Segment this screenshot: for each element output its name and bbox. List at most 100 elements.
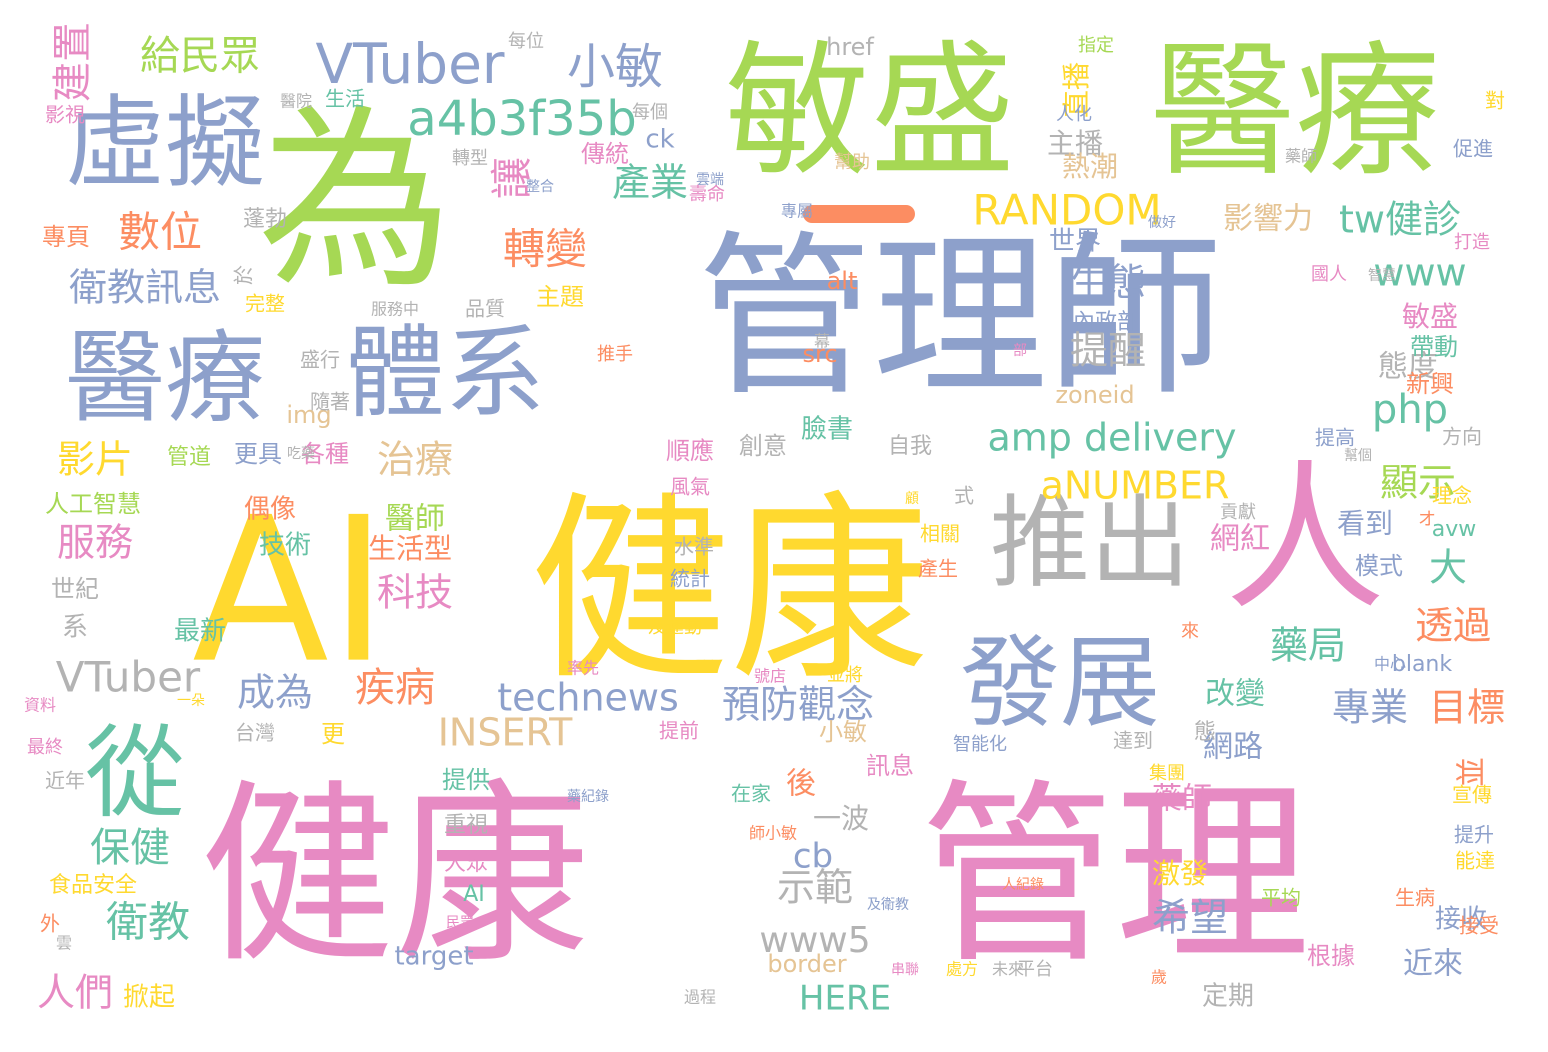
- word-161: 醫院: [280, 92, 312, 111]
- word-1: 健康: [200, 762, 590, 989]
- word-99: 各種: [301, 440, 349, 468]
- word-119: 於: [232, 265, 256, 285]
- word-105: 大眾: [444, 851, 488, 876]
- word-168: 最終: [27, 737, 63, 758]
- word-158: 盛行: [300, 348, 340, 372]
- word-3: AI: [192, 475, 388, 708]
- word-106: target: [394, 942, 473, 972]
- word-47: 疾病: [355, 665, 435, 711]
- word-39: 顯示: [1380, 461, 1456, 505]
- word-131: 水準: [674, 535, 714, 559]
- word-85: src: [802, 340, 837, 368]
- word-143: 方向: [1442, 425, 1482, 449]
- word-21: 數位: [118, 208, 202, 257]
- word-19: 建置: [50, 22, 96, 102]
- word-52: VTuber: [56, 653, 201, 702]
- word-59: 網路: [1203, 730, 1263, 765]
- word-129: 在家: [731, 782, 771, 806]
- word-125: avw: [1432, 517, 1477, 542]
- word-195: 藥紀錄: [567, 789, 609, 805]
- word-30: php: [1372, 387, 1448, 433]
- word-14: 發展: [960, 624, 1160, 741]
- word-147: 指定: [1078, 35, 1114, 56]
- word-128: AI: [463, 882, 485, 907]
- word-166: 並將: [827, 665, 863, 686]
- word-42: 影片: [57, 438, 133, 482]
- word-162: 貢獻: [1220, 502, 1256, 523]
- word-115: 管道: [167, 445, 211, 470]
- word-184: 專屬: [781, 202, 813, 221]
- word-96: 系: [62, 613, 88, 643]
- word-140: 接受: [1459, 914, 1499, 938]
- word-186: 及衛教: [867, 897, 909, 913]
- word-6: 為: [258, 87, 453, 314]
- word-94: 生活型: [368, 532, 452, 565]
- word-178: 中心: [1374, 655, 1406, 674]
- word-160: 服務中: [371, 300, 419, 319]
- word-116: 影視: [45, 103, 85, 127]
- word-88: 臉書: [801, 415, 853, 445]
- word-181: 一朵: [177, 693, 205, 709]
- word-43: 服務: [57, 521, 133, 565]
- word-53: 專業: [1332, 686, 1408, 730]
- word-80: href: [826, 33, 874, 61]
- word-196: 串聯: [891, 962, 919, 978]
- word-172: 處方: [946, 960, 978, 979]
- word-81: ck: [645, 125, 674, 155]
- word-151: 打造: [1454, 232, 1490, 253]
- word-46: 科技: [377, 571, 453, 615]
- word-108: 定期: [1202, 982, 1254, 1012]
- word-58: 改變: [1205, 677, 1265, 712]
- word-124: blank: [1392, 652, 1453, 677]
- word-91: 自我: [888, 434, 932, 459]
- word-110: 掀起: [123, 983, 175, 1013]
- word-67: 藥師: [1152, 782, 1212, 817]
- word-198: オ: [1418, 509, 1436, 530]
- word-84: alt: [827, 267, 858, 295]
- word-27: tw健診: [1339, 198, 1461, 242]
- word-145: 促進: [1453, 137, 1493, 161]
- word-90: 順應: [666, 437, 714, 465]
- word-24: 產業: [612, 161, 688, 205]
- word-93: 技術: [259, 531, 311, 561]
- word-156: 式: [954, 484, 974, 508]
- word-126: 態: [1194, 720, 1216, 745]
- word-122: 生活: [325, 87, 365, 111]
- word-65: HERE: [799, 979, 891, 1019]
- word-171: 未來: [992, 960, 1024, 979]
- word-188: 做好: [1148, 215, 1176, 231]
- word-136: 平均: [1261, 886, 1301, 910]
- word-34: 直播: [1060, 62, 1093, 118]
- word-15: 從: [85, 714, 185, 831]
- word-40: 大: [1429, 546, 1467, 590]
- word-112: 近年: [45, 769, 85, 793]
- word-197: 雲端: [696, 172, 724, 188]
- word-192: 幫個: [1344, 448, 1372, 464]
- word-89: 創意: [739, 432, 787, 460]
- word-167: 號店: [754, 667, 786, 686]
- word-66: 希望: [1152, 896, 1228, 940]
- word-62: 人們: [37, 971, 113, 1015]
- word-102: 訊息: [866, 752, 914, 780]
- word-176: 資料: [24, 696, 56, 715]
- word-55: 藥局: [1270, 624, 1346, 668]
- word-137: 生病: [1395, 886, 1435, 910]
- word-72: 近來: [1403, 947, 1463, 982]
- word-49: 預防觀念: [722, 683, 874, 727]
- word-20: a4b3f35b: [407, 91, 636, 147]
- word-13: 推出: [990, 484, 1190, 601]
- word-57: 網紅: [1210, 522, 1270, 557]
- word-51: INSERT: [438, 711, 573, 755]
- word-159: 隨著: [310, 390, 350, 414]
- word-170: 平台: [1017, 959, 1053, 980]
- word-185: 吃藥: [287, 446, 315, 462]
- word-56: 透過: [1415, 604, 1491, 648]
- word-141: 宣傳: [1452, 783, 1492, 807]
- word-41: 態度: [1378, 350, 1438, 385]
- word-36: 熱潮: [1062, 150, 1118, 183]
- word-50: 成為: [237, 671, 313, 715]
- word-138: 提升: [1454, 823, 1494, 847]
- word-189: 智慧: [1368, 268, 1396, 284]
